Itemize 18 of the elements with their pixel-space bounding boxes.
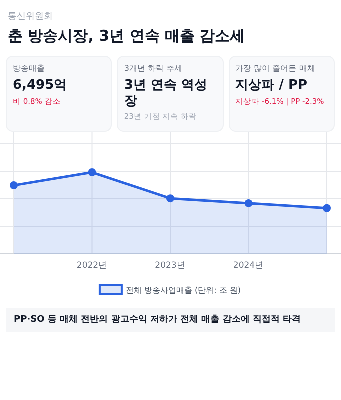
point [244, 199, 253, 208]
x-tick-label: 2024년 [233, 261, 264, 271]
text: 3년 연속 역성장 [124, 78, 208, 110]
text: 3개년 하락 추세 [124, 63, 184, 74]
text: 6,495억 [13, 78, 68, 94]
point [166, 194, 174, 203]
text: 가장 많이 줄어든 매체 [236, 63, 316, 74]
text: 춘 방송시장, 3년 연속 매출 감소세 [8, 27, 246, 46]
point [323, 204, 331, 212]
x-tick-label: 2022년 [76, 261, 108, 271]
point [10, 182, 18, 190]
text: 통신위원회 [8, 11, 54, 23]
point [88, 168, 96, 177]
x-tick-label: 2023년 [155, 261, 186, 271]
text: 지상파 / PP [236, 78, 309, 94]
legend-label: 전체 방송사업매출 (단위: 조 원) [126, 286, 242, 295]
text: PP·SO 등 매체 전반의 광고수익 저하가 전체 매출 감소에 직접적 타격 [6, 308, 335, 332]
text: 방송매출 [13, 63, 46, 74]
